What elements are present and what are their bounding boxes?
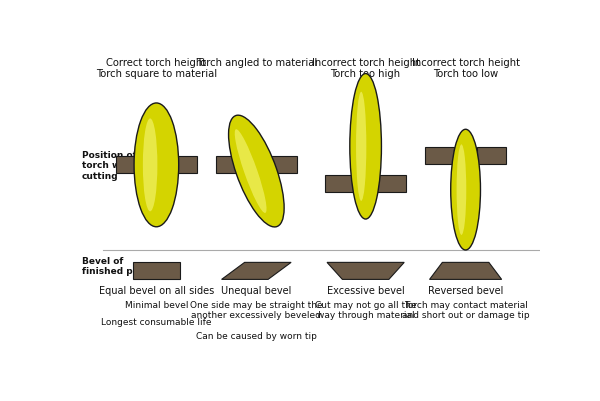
Text: Cut may not go all the
way through material: Cut may not go all the way through mater…	[315, 300, 416, 319]
Text: One side may be straight the
another excessively beveled: One side may be straight the another exc…	[190, 300, 323, 319]
Text: Excessive bevel: Excessive bevel	[327, 285, 404, 295]
Polygon shape	[430, 263, 502, 280]
Text: Longest consumable life: Longest consumable life	[101, 317, 212, 326]
Text: Bevel of
finished part: Bevel of finished part	[82, 256, 148, 275]
FancyBboxPatch shape	[116, 157, 145, 174]
Ellipse shape	[350, 74, 382, 219]
Text: Equal bevel on all sides: Equal bevel on all sides	[99, 285, 214, 295]
Text: Position of
torch while
cutting: Position of torch while cutting	[82, 151, 139, 180]
Polygon shape	[133, 263, 179, 280]
FancyBboxPatch shape	[477, 148, 506, 165]
Text: Torch angled to material: Torch angled to material	[196, 57, 317, 67]
FancyBboxPatch shape	[168, 157, 197, 174]
Ellipse shape	[229, 116, 284, 227]
FancyBboxPatch shape	[216, 157, 245, 174]
Ellipse shape	[457, 145, 466, 235]
FancyBboxPatch shape	[268, 157, 297, 174]
Text: Torch may contact material
and short out or damage tip: Torch may contact material and short out…	[402, 300, 529, 319]
Ellipse shape	[143, 119, 157, 212]
Ellipse shape	[134, 104, 179, 227]
FancyBboxPatch shape	[425, 148, 454, 165]
Text: Minimal bevel: Minimal bevel	[125, 300, 188, 309]
FancyBboxPatch shape	[325, 176, 354, 192]
Text: Unequal bevel: Unequal bevel	[221, 285, 292, 295]
Ellipse shape	[356, 93, 367, 201]
Polygon shape	[221, 263, 291, 280]
Text: Correct torch height
Torch square to material: Correct torch height Torch square to mat…	[96, 57, 217, 79]
Text: Reversed bevel: Reversed bevel	[428, 285, 503, 295]
Text: Can be caused by worn tip: Can be caused by worn tip	[196, 331, 317, 340]
Polygon shape	[327, 263, 404, 280]
Ellipse shape	[235, 130, 266, 213]
Text: Incorrect torch height
Torch too low: Incorrect torch height Torch too low	[412, 57, 520, 79]
Ellipse shape	[451, 130, 481, 250]
FancyBboxPatch shape	[377, 176, 406, 192]
Text: Incorrect torch height
Torch too high: Incorrect torch height Torch too high	[311, 57, 419, 79]
